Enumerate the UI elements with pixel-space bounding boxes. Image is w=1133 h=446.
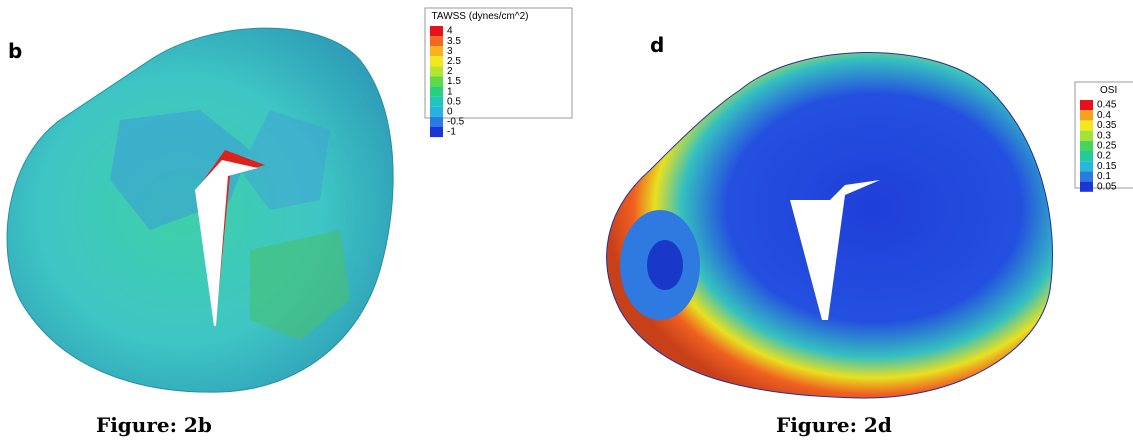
legend-swatch (1080, 151, 1093, 161)
legend-swatch (430, 77, 443, 87)
legend-swatch (430, 46, 443, 56)
caption: Figure: 2b (96, 413, 212, 437)
panel-label: d (650, 33, 664, 57)
tawss-render (7, 28, 393, 392)
legend-swatch (430, 107, 443, 117)
legend-swatch (1080, 131, 1093, 141)
legend-swatch (1080, 182, 1093, 192)
legend-label: -1 (447, 127, 456, 138)
legend-swatch (430, 87, 443, 97)
legend-swatch (1080, 161, 1093, 171)
legend-swatch (1080, 110, 1093, 120)
legend-swatch (430, 127, 443, 137)
caption: Figure: 2d (776, 413, 892, 437)
legend: TAWSS (dynes/cm^2)43.532.521.510.50-0.5-… (425, 8, 572, 138)
legend-swatch (1080, 100, 1093, 110)
osi-render (607, 53, 1053, 399)
legend-swatch (1080, 120, 1093, 130)
figure: TAWSS (dynes/cm^2)43.532.521.510.50-0.5-… (0, 0, 1133, 446)
legend-swatch (430, 97, 443, 107)
legend-swatch (430, 56, 443, 66)
legend-label: 0.05 (1097, 181, 1117, 192)
legend-swatch (1080, 171, 1093, 181)
legend-swatch (430, 36, 443, 46)
legend-title: TAWSS (dynes/cm^2) (432, 11, 529, 22)
legend-swatch (1080, 141, 1093, 151)
legend-title: OSI (1100, 85, 1117, 96)
legend-swatch (430, 66, 443, 76)
legend-swatch (430, 117, 443, 127)
legend-swatch (430, 26, 443, 36)
panel-label: b (8, 39, 22, 63)
